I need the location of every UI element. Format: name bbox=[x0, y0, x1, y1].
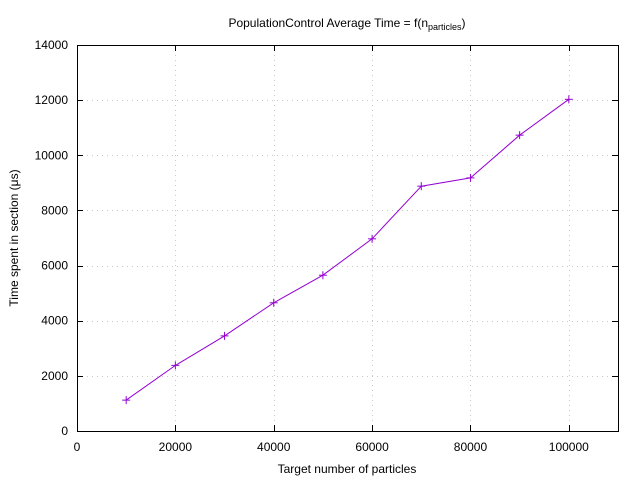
plot-frame bbox=[77, 45, 619, 432]
data-point bbox=[417, 182, 426, 191]
data-point bbox=[515, 131, 524, 140]
chart-title: PopulationControl Average Time = f(npart… bbox=[228, 16, 465, 32]
chart-title-close: ) bbox=[462, 16, 466, 30]
x-tick-label: 60000 bbox=[355, 440, 389, 454]
y-tick-label: 10000 bbox=[35, 148, 69, 162]
y-tick-label: 12000 bbox=[35, 93, 69, 107]
chart-title-subscript: particles bbox=[428, 22, 462, 32]
data-point bbox=[269, 298, 278, 307]
x-tick-label: 0 bbox=[74, 440, 81, 454]
x-tick-label: 100000 bbox=[549, 440, 589, 454]
y-axis-title: Time spent in section (μs) bbox=[7, 169, 21, 306]
data-point bbox=[171, 361, 180, 370]
y-tick-label: 8000 bbox=[41, 203, 68, 217]
y-tick-label: 2000 bbox=[41, 369, 68, 383]
data-point bbox=[220, 331, 229, 340]
y-tick-label: 0 bbox=[61, 424, 68, 438]
grid bbox=[77, 45, 618, 431]
x-tick-label: 20000 bbox=[159, 440, 193, 454]
x-tick-label: 40000 bbox=[257, 440, 291, 454]
x-axis-title: Target number of particles bbox=[278, 462, 417, 476]
y-tick-label: 6000 bbox=[41, 259, 68, 273]
y-tick-label: 4000 bbox=[41, 314, 68, 328]
tick-labels: 0 20000 40000 60000 80000 100000 0 2000 4000 6000… bbox=[35, 38, 590, 454]
data-point bbox=[466, 173, 475, 182]
data-point bbox=[368, 234, 377, 243]
chart-title-main: PopulationControl Average Time = f(n bbox=[228, 16, 428, 30]
series bbox=[122, 95, 573, 405]
data-point bbox=[564, 95, 573, 104]
series-line bbox=[125, 98, 570, 401]
y-tick-label: 14000 bbox=[35, 38, 69, 52]
data-point bbox=[122, 396, 131, 405]
axis-ticks bbox=[77, 45, 618, 432]
x-tick-label: 80000 bbox=[454, 440, 488, 454]
data-point bbox=[318, 271, 327, 280]
